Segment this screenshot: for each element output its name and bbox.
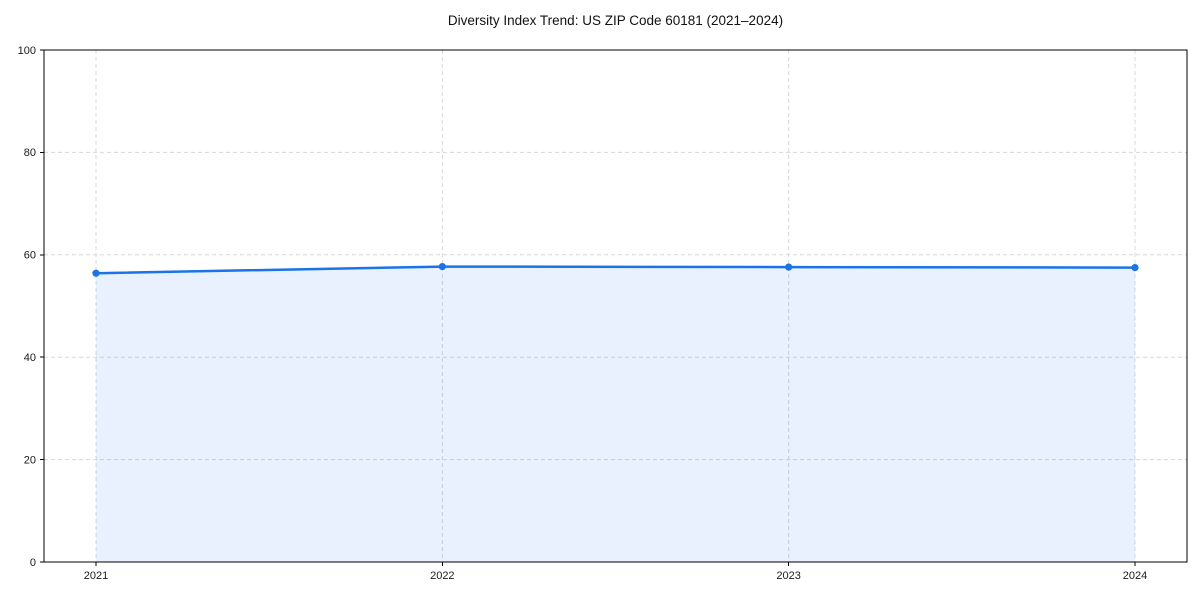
plot-border [43, 49, 1188, 563]
data-point-marker [92, 269, 100, 277]
data-point-marker [785, 263, 793, 271]
y-axis-tick-label: 100 [18, 45, 36, 57]
x-axis-tick-label: 2023 [776, 570, 800, 582]
x-axis-tick-label: 2022 [430, 570, 454, 582]
y-axis-tick-label: 80 [24, 147, 36, 159]
area-fill [96, 266, 1135, 562]
x-axis-tick-label: 2024 [1123, 570, 1147, 582]
data-point-marker [1131, 264, 1139, 272]
y-axis-tick-label: 20 [24, 454, 36, 466]
y-axis-tick-label: 40 [24, 352, 36, 364]
y-axis-tick-label: 0 [30, 557, 36, 569]
trend-line [94, 265, 1137, 275]
y-axis-tick-label: 60 [24, 250, 36, 262]
x-axis-tick-label: 2021 [84, 570, 108, 582]
data-point-marker [438, 262, 446, 271]
chart-title: Diversity Index Trend: US ZIP Code 60181… [447, 13, 784, 28]
